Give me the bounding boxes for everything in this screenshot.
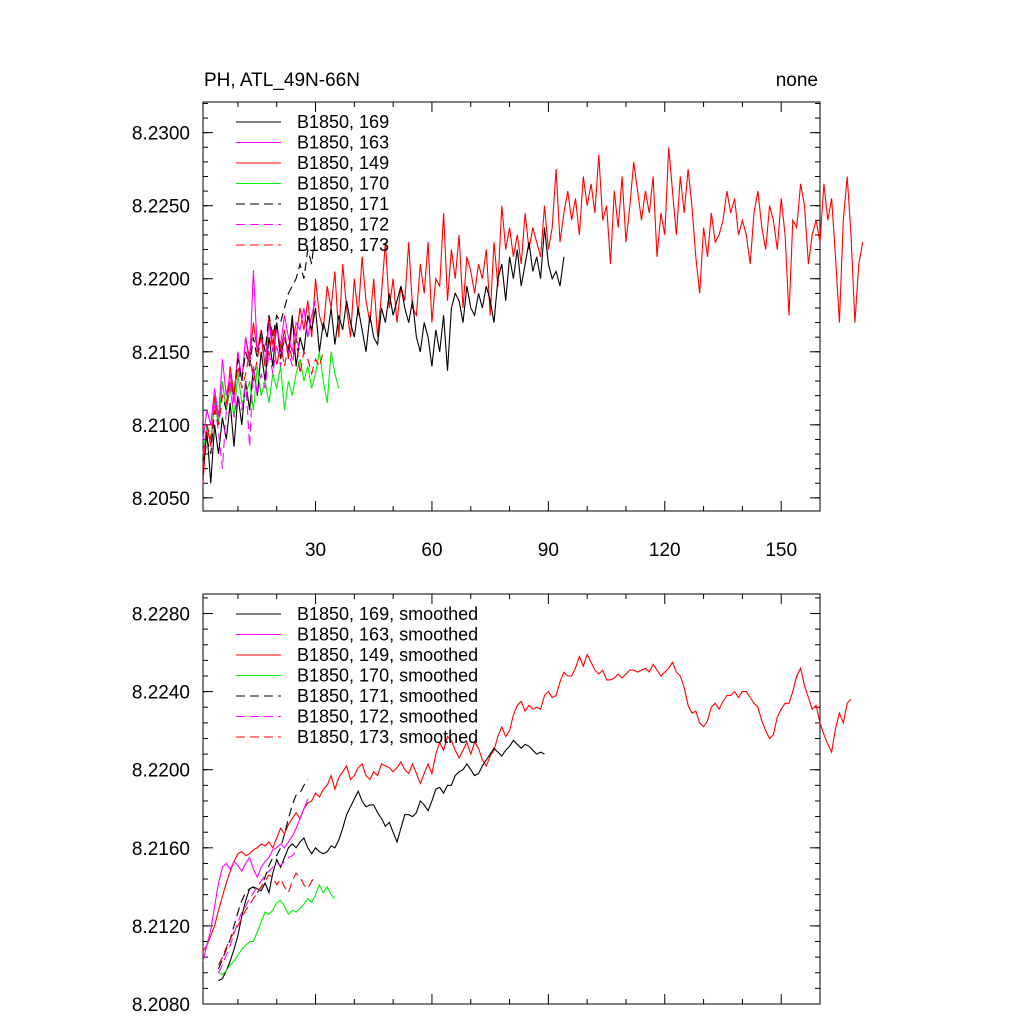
y-tick-label: 8.2200: [132, 761, 190, 782]
legend-label: B1850, 149, smoothed: [297, 645, 478, 665]
legend-label: B1850, 163, smoothed: [297, 625, 478, 645]
series-line-2: [202, 653, 852, 952]
y-tick-label: 8.2160: [132, 839, 190, 860]
legend-label: B1850, 170, smoothed: [297, 666, 478, 686]
y-tick-label: 8.2050: [132, 489, 190, 510]
bottom-panel-smoothed: 8.2080 8.2120 8.2160 8.2200 8.2240 8.2280 B185…: [132, 593, 852, 1016]
series-line-0: [202, 227, 565, 484]
legend-label: B1850, 173: [297, 235, 389, 255]
legend-label: B1850, 172: [297, 215, 389, 235]
legend-label: B1850, 149: [297, 153, 389, 173]
series-line-5: [218, 851, 297, 974]
y-tick-label: 8.2080: [132, 995, 190, 1016]
legend-label: B1850, 171, smoothed: [297, 686, 478, 706]
y-tick-label: 8.2250: [132, 197, 190, 218]
plot-frame: [202, 593, 821, 1005]
series-line-5: [202, 337, 301, 469]
y-tick-label: 8.2300: [132, 124, 190, 145]
series-line-6: [218, 872, 316, 966]
x-tick-label: 30: [305, 540, 326, 561]
series-line-6: [202, 329, 324, 469]
plot-frame: [202, 101, 821, 512]
legend-label: B1850, 169: [297, 112, 389, 132]
series-line-2: [202, 147, 864, 484]
series-line-1: [202, 269, 317, 440]
legend-label: B1850, 173, smoothed: [297, 727, 478, 747]
x-tick-label: 120: [649, 540, 681, 561]
y-tick-label: 8.2280: [132, 605, 190, 626]
x-tick-label: 90: [538, 540, 559, 561]
x-tick-label: 60: [421, 540, 442, 561]
series-line-3: [202, 351, 340, 455]
y-tick-label: 8.2240: [132, 683, 190, 704]
legend-label: B1850, 171: [297, 194, 389, 214]
series-line-1: [202, 798, 309, 962]
legend-label: B1850, 163: [297, 133, 389, 153]
x-tick-label: 150: [765, 540, 797, 561]
series-line-3: [218, 883, 336, 976]
y-tick-label: 8.2100: [132, 416, 190, 437]
legend-label: B1850, 169, smoothed: [297, 604, 478, 624]
legend-label: B1850, 172, smoothed: [297, 707, 478, 727]
legend-label: B1850, 170: [297, 174, 389, 194]
series-line-0: [218, 739, 545, 982]
y-tick-label: 8.2120: [132, 917, 190, 938]
figure-title-right: none: [776, 70, 818, 91]
y-tick-label: 8.2200: [132, 270, 190, 291]
top-panel: 30 60 90 120 150 8.2050 8.2100 8.2150 8.2200 8.22…: [132, 101, 864, 561]
figure-title: PH, ATL_49N-66N: [204, 70, 360, 91]
series-line-4: [217, 779, 309, 970]
y-tick-label: 8.2150: [132, 343, 190, 364]
